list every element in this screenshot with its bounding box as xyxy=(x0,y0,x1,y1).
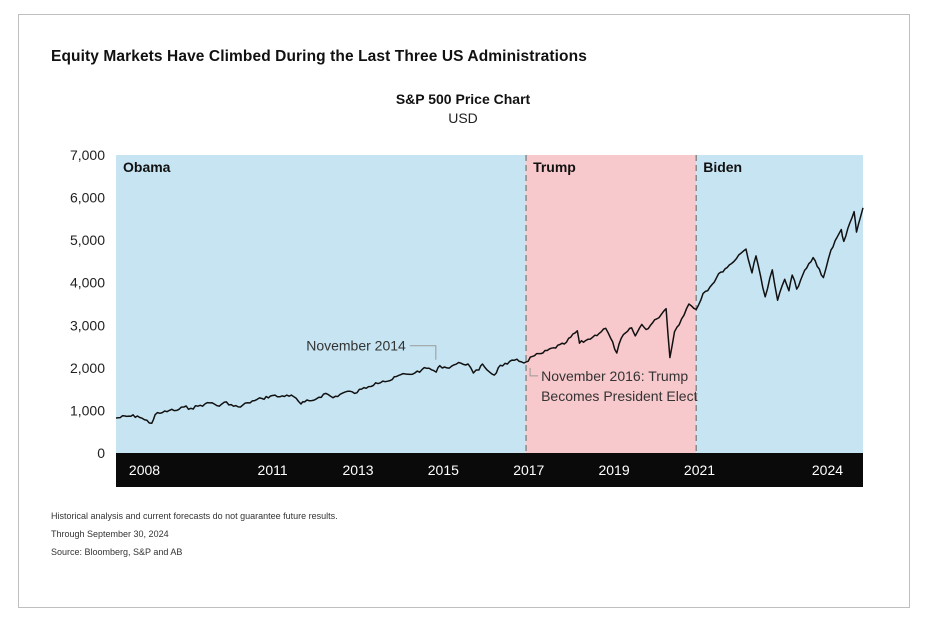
x-tick-label: 2017 xyxy=(513,462,544,478)
headline: Equity Markets Have Climbed During the L… xyxy=(51,48,587,65)
annotation-leader-nov-2014 xyxy=(409,345,437,360)
annotations: November 2014 November 2016: Trump Becomes… xyxy=(306,338,697,404)
period-bands xyxy=(116,155,863,453)
x-tick-label: 2011 xyxy=(258,462,288,478)
x-axis: 2008 2011 2013 2015 2017 2019 2021 2024 xyxy=(129,462,843,478)
chart-subtitle: USD xyxy=(448,110,478,126)
period-band-obama xyxy=(116,155,527,453)
y-axis: 0 1,000 2,000 3,000 4,000 5,000 6,000 7,000 xyxy=(70,147,105,461)
annotation-leader-nov-2016 xyxy=(529,367,539,377)
annotation-nov-2014: November 2014 xyxy=(306,338,406,354)
x-tick-label: 2008 xyxy=(129,462,160,478)
x-tick-label: 2024 xyxy=(812,462,843,478)
sp500-series-line xyxy=(115,207,864,424)
annotation-nov-2016-line: November 2016: Trump xyxy=(541,368,688,384)
footnote-disclaimer: Historical analysis and current forecast… xyxy=(51,511,338,521)
y-tick-label: 0 xyxy=(97,445,105,461)
y-tick-label: 3,000 xyxy=(70,317,105,333)
footnote-source: Source: Bloomberg, S&P and AB xyxy=(51,547,183,557)
annotation-nov-2016-line: Becomes President Elect xyxy=(541,388,698,404)
x-tick-label: 2019 xyxy=(598,462,629,478)
x-tick-label: 2021 xyxy=(684,462,715,478)
period-label-trump: Trump xyxy=(533,159,576,175)
x-tick-label: 2015 xyxy=(428,462,459,478)
x-tick-label: 2013 xyxy=(342,462,373,478)
y-tick-label: 5,000 xyxy=(70,232,105,248)
y-tick-label: 7,000 xyxy=(70,147,105,163)
period-label-biden: Biden xyxy=(703,159,742,175)
period-band-biden xyxy=(696,155,863,453)
y-tick-label: 1,000 xyxy=(70,402,105,418)
period-labels: Obama Trump Biden xyxy=(123,159,742,175)
period-label-obama: Obama xyxy=(123,159,171,175)
y-tick-label: 4,000 xyxy=(70,275,105,291)
period-band-trump xyxy=(526,155,697,453)
footnote-date: Through September 30, 2024 xyxy=(51,529,169,539)
y-tick-label: 6,000 xyxy=(70,190,105,206)
y-tick-label: 2,000 xyxy=(70,360,105,376)
chart-frame xyxy=(18,14,910,608)
chart-title: S&P 500 Price Chart xyxy=(396,91,531,107)
x-axis-bar xyxy=(116,453,863,487)
